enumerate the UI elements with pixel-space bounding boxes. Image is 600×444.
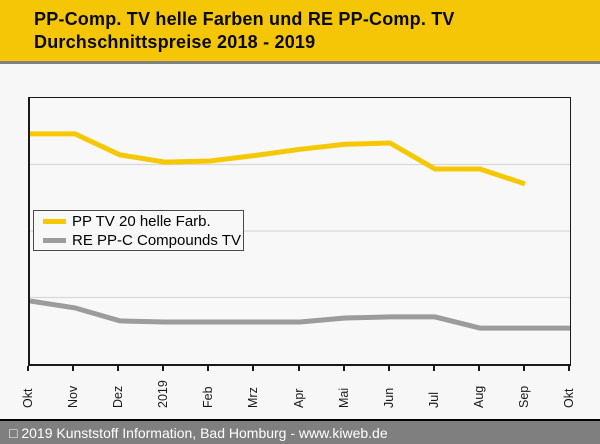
x-axis-label: Jul [426, 392, 441, 408]
footer-bar: □ 2019 Kunststoff Information, Bad Hombu… [0, 419, 600, 444]
chart-title-line2: Durchschnittspreise 2018 - 2019 [34, 32, 316, 52]
x-axis-tick [297, 366, 300, 371]
x-axis-tick [477, 366, 480, 371]
x-axis-label: Apr [291, 388, 306, 408]
x-axis-tick [72, 366, 75, 371]
x-axis-label: Aug [471, 385, 486, 408]
chart-title-line1: PP-Comp. TV helle Farben und RE PP-Comp.… [34, 9, 455, 29]
x-axis-tick [387, 366, 390, 371]
series-line [30, 131, 526, 187]
x-axis-label: Nov [66, 385, 81, 408]
x-axis-tick [568, 366, 570, 371]
x-axis-tick [342, 366, 345, 371]
x-axis-tick [522, 366, 525, 371]
legend-label: PP TV 20 helle Farb. [72, 212, 211, 230]
legend-swatch-gray-line [43, 237, 66, 243]
copyright-text: □ 2019 Kunststoff Information, Bad Hombu… [9, 424, 388, 441]
legend-box: PP TV 20 helle Farb. RE PP-C Compounds T… [33, 210, 244, 251]
x-axis-label: Okt [21, 388, 35, 408]
x-axis-label: Mai [336, 387, 351, 408]
x-axis-label: Sep [516, 385, 531, 408]
x-axis-label: Dez [111, 385, 126, 408]
title-bar: PP-Comp. TV helle Farben und RE PP-Comp.… [0, 0, 600, 64]
x-axis-label: 2019 [156, 380, 171, 408]
x-axis-tick [162, 366, 165, 371]
x-axis-tick [117, 366, 120, 371]
legend-item-pp-tv: PP TV 20 helle Farb. [34, 213, 243, 230]
legend-item-re-ppc: RE PP-C Compounds TV [34, 232, 243, 249]
x-axis-tick [207, 366, 210, 371]
x-axis-label: Feb [201, 386, 216, 408]
x-axis-tick [252, 366, 255, 371]
x-axis-label: Mrz [246, 387, 261, 408]
chart-title: PP-Comp. TV helle Farben und RE PP-Comp.… [34, 8, 455, 54]
legend-swatch-yellow-line [43, 218, 66, 224]
x-axis-label: Okt [562, 388, 576, 408]
legend-label: RE PP-C Compounds TV [72, 231, 241, 249]
x-axis-label: Jun [381, 387, 396, 408]
x-axis-tick [27, 366, 29, 371]
series-line [30, 298, 570, 331]
x-axis-tick [432, 366, 435, 371]
